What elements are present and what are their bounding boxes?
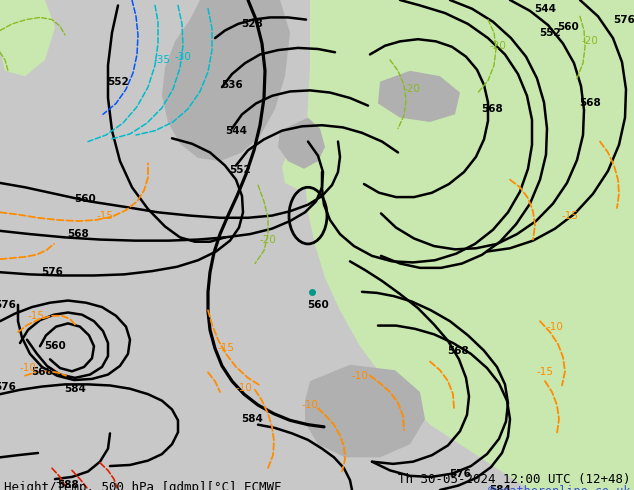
Text: 568: 568 [447, 345, 469, 356]
Text: -15: -15 [536, 368, 553, 377]
Text: 552: 552 [229, 165, 251, 175]
Text: 584: 584 [241, 414, 263, 424]
Text: -15: -15 [217, 343, 235, 353]
Text: -10: -10 [236, 383, 252, 392]
Polygon shape [282, 144, 322, 191]
Text: -10: -10 [352, 370, 368, 381]
Text: 560: 560 [557, 22, 579, 32]
Text: 568: 568 [67, 229, 89, 239]
Polygon shape [162, 0, 290, 161]
Text: 576: 576 [41, 267, 63, 277]
Text: 552: 552 [107, 76, 129, 87]
Text: -20: -20 [404, 84, 420, 94]
Text: -15: -15 [96, 211, 113, 220]
Text: 584: 584 [489, 485, 511, 490]
Text: 568: 568 [579, 98, 601, 108]
Polygon shape [305, 0, 634, 490]
Text: -10: -10 [302, 400, 318, 410]
Text: Height/Temp. 500 hPa [gdmp][°C] ECMWF: Height/Temp. 500 hPa [gdmp][°C] ECMWF [4, 481, 281, 490]
Text: -20: -20 [489, 41, 507, 51]
Text: -15: -15 [27, 311, 44, 321]
Text: -20: -20 [259, 235, 276, 245]
Text: -30: -30 [174, 51, 191, 62]
Text: -10: -10 [20, 363, 36, 373]
Text: 576: 576 [613, 15, 634, 24]
Polygon shape [0, 0, 55, 76]
Text: Th 30-05-2024 12:00 UTC (12+48): Th 30-05-2024 12:00 UTC (12+48) [398, 472, 630, 486]
Text: 536: 536 [221, 80, 243, 90]
Text: 544: 544 [225, 125, 247, 136]
Text: 560: 560 [307, 300, 329, 310]
Text: 528: 528 [241, 19, 263, 29]
Text: 560: 560 [44, 341, 66, 351]
Text: 552: 552 [539, 27, 561, 38]
Polygon shape [278, 118, 325, 169]
Text: -20: -20 [581, 36, 598, 47]
Text: 560: 560 [74, 194, 96, 204]
Text: 584: 584 [64, 384, 86, 394]
Text: 588: 588 [57, 480, 79, 490]
Polygon shape [378, 71, 460, 122]
Text: 568: 568 [481, 104, 503, 114]
Text: 568: 568 [31, 368, 53, 377]
Text: 544: 544 [534, 4, 556, 14]
Text: 576: 576 [0, 300, 16, 310]
Text: -10: -10 [547, 321, 564, 332]
Text: -35: -35 [153, 55, 171, 65]
Text: ©weatheronline.co.uk: ©weatheronline.co.uk [488, 485, 630, 490]
Text: 576: 576 [449, 468, 471, 479]
Text: 576: 576 [0, 382, 16, 392]
Text: -15: -15 [562, 211, 578, 220]
Polygon shape [305, 365, 425, 457]
